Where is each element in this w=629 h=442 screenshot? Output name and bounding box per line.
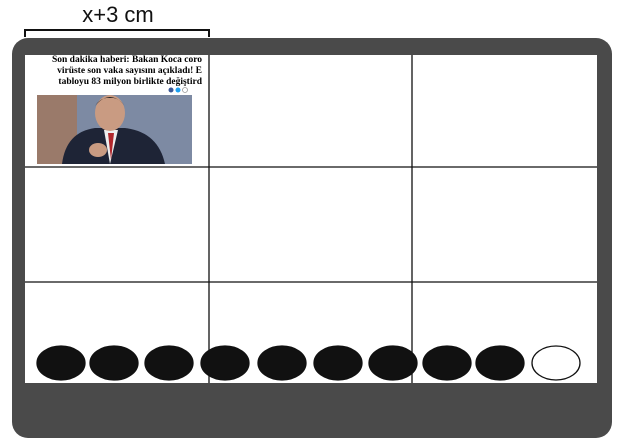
filled-circle: [313, 345, 363, 381]
empty-circle: [531, 345, 581, 381]
news-line: virüste son vaka sayısını açıkladı! E: [57, 66, 202, 76]
circles: [36, 345, 581, 381]
filled-circle: [144, 345, 194, 381]
icon: [168, 87, 174, 93]
filled-circle: [200, 345, 250, 381]
icon: [175, 87, 181, 93]
filled-circle: [475, 345, 525, 381]
filled-circle: [36, 345, 86, 381]
share-icons: [168, 87, 188, 93]
face: [95, 95, 125, 131]
dimension-bracket: [24, 29, 210, 37]
filled-circle: [368, 345, 418, 381]
news-line: Son dakika haberi: Bakan Koca coro: [52, 55, 202, 65]
filled-circle: [257, 345, 307, 381]
dimension-label: x+3 cm: [82, 2, 154, 27]
icon: [182, 87, 188, 93]
filled-circle: [89, 345, 139, 381]
grid: [25, 55, 597, 383]
hand: [89, 143, 107, 157]
news-photo: [37, 95, 192, 164]
news-line: tabloyu 83 milyon birlikte değiştird: [58, 77, 202, 87]
hair: [95, 97, 125, 106]
filled-circle: [422, 345, 472, 381]
tie: [108, 133, 114, 160]
